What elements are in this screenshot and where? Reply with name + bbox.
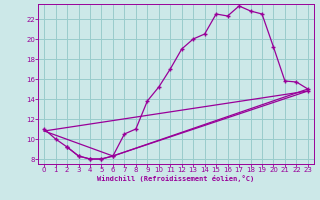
X-axis label: Windchill (Refroidissement éolien,°C): Windchill (Refroidissement éolien,°C) — [97, 175, 255, 182]
